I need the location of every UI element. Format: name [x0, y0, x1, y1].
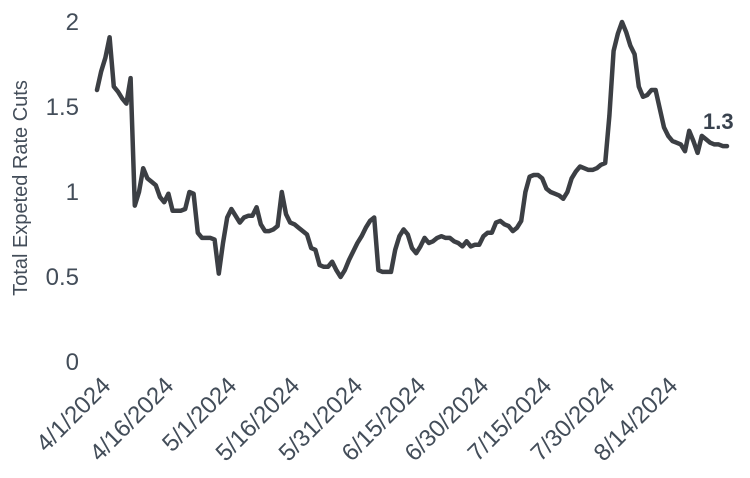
y-tick-label: 1.5 [46, 94, 79, 121]
y-tick-label: 2 [66, 9, 79, 36]
rate-cuts-line [94, 19, 730, 280]
y-axis-title: Total Expeted Rate Cuts [10, 80, 32, 296]
x-axis-tick-labels: 4/1/20244/16/20245/1/20245/16/20245/31/2… [31, 372, 683, 467]
y-tick-label: 1 [66, 179, 79, 206]
y-tick-label: 0.5 [46, 264, 79, 291]
y-tick-label: 0 [66, 349, 79, 376]
end-value-annotation: 1.3 [703, 109, 734, 134]
y-axis-tick-labels: 2 1.5 1 0.5 0 [46, 9, 79, 376]
